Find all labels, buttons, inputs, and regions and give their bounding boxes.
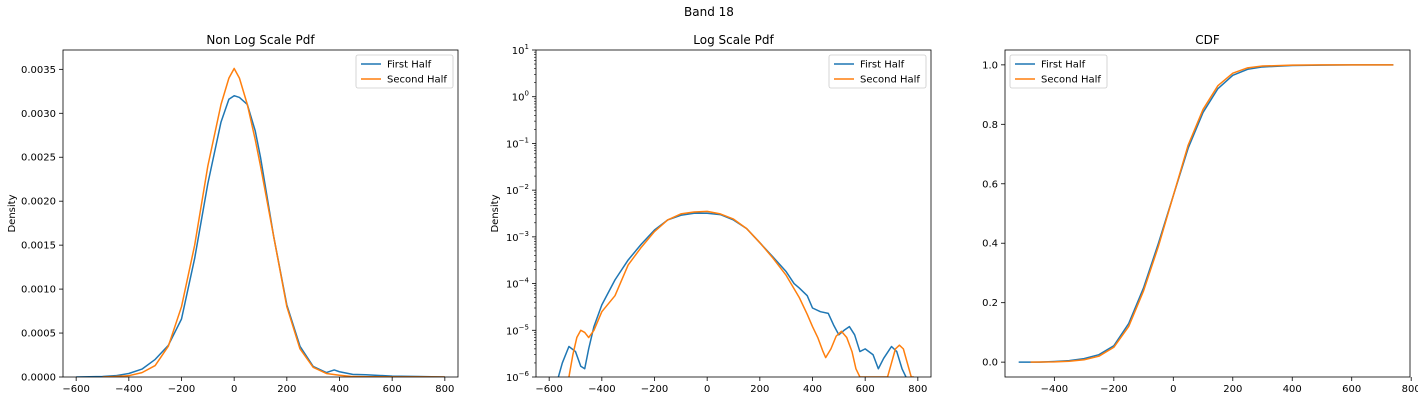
y-tick-label: 0.0 — [982, 358, 998, 369]
x-tick-label: 800 — [1402, 384, 1418, 395]
y-tick-label: 100 — [512, 90, 529, 104]
plot-frame — [535, 49, 932, 378]
x-tick-label: 800 — [435, 384, 454, 395]
figure-title: Band 18 — [684, 5, 734, 19]
y-tick-label: 10−4 — [506, 277, 530, 291]
legend-label: Second Half — [860, 75, 920, 86]
x-tick-label: 600 — [383, 384, 402, 395]
x-tick-label: 400 — [803, 384, 822, 395]
y-tick-label: 0.0035 — [21, 65, 56, 76]
x-tick-label: −200 — [641, 384, 668, 395]
x-tick-label: 600 — [856, 384, 875, 395]
x-tick-label: 200 — [277, 384, 296, 395]
y-tick-label: 0.8 — [982, 120, 998, 131]
plot-frame — [1004, 49, 1411, 378]
y-tick-label: 0.0025 — [21, 153, 56, 164]
legend-label: Second Half — [1041, 75, 1101, 86]
y-axis-label: Density — [490, 194, 501, 232]
x-tick-label: 0 — [704, 384, 710, 395]
legend-label: First Half — [387, 60, 432, 71]
y-tick-label: 1.0 — [982, 60, 998, 71]
plot-frame — [62, 49, 459, 378]
chart-1: −600 −400 −200 0 200 400 600 800 0.0000 0.0005 0.0… — [7, 33, 459, 395]
x-tick-label: −600 — [62, 384, 89, 395]
y-tick-label: 10−3 — [506, 230, 529, 244]
y-tick-label: 0.0015 — [21, 241, 56, 252]
x-tick-label: 200 — [1223, 384, 1242, 395]
chart-2: −600 −400 −200 0 200 400 600 800 10−6 10−5 10−4 10−… — [490, 33, 932, 395]
y-tick-label: 0.0030 — [21, 109, 56, 120]
y-tick-label: 101 — [512, 43, 529, 57]
y-tick-label: 0.2 — [982, 298, 998, 309]
chart-title: Log Scale Pdf — [693, 33, 774, 47]
series-line-first-half — [76, 94, 445, 377]
legend: First Half Second Half — [828, 54, 927, 89]
x-tick-label: 800 — [908, 384, 927, 395]
y-tick-label: 10−1 — [506, 136, 529, 150]
y-tick-label: 10−2 — [506, 183, 529, 197]
y-tick-label: 0.6 — [982, 179, 998, 190]
chart-title: CDF — [1195, 33, 1220, 47]
x-tick-label: 200 — [750, 384, 769, 395]
y-tick-label: 0.4 — [982, 239, 998, 250]
y-tick-label: 0.0000 — [21, 373, 56, 384]
x-tick-label: −400 — [115, 384, 142, 395]
y-tick-label: 10−5 — [506, 323, 529, 337]
x-tick-label: 400 — [1283, 384, 1302, 395]
y-tick-label: 0.0005 — [21, 329, 56, 340]
legend-label: First Half — [1041, 60, 1086, 71]
y-tick-label: 0.0010 — [21, 285, 56, 296]
y-tick-label: 0.0020 — [21, 197, 56, 208]
legend-label: First Half — [860, 60, 905, 71]
y-tick-label: 10−6 — [506, 370, 530, 384]
chart-3: −400 −200 0 200 400 600 800 0.0 0.2 0.4 0.6 0.8 1.0 C… — [982, 33, 1418, 395]
x-tick-label: 400 — [330, 384, 349, 395]
x-tick-label: 600 — [1342, 384, 1361, 395]
x-tick-label: −600 — [535, 384, 562, 395]
series-line-second-half — [1030, 64, 1394, 363]
legend-label: Second Half — [387, 75, 447, 86]
x-tick-label: −400 — [1041, 384, 1068, 395]
series-line-second-half — [102, 67, 445, 377]
x-tick-label: −400 — [588, 384, 615, 395]
legend: First Half Second Half — [355, 54, 454, 89]
y-axis-label: Density — [7, 194, 18, 232]
x-tick-label: −200 — [168, 384, 195, 395]
x-tick-label: 0 — [1170, 384, 1176, 395]
series-line-first-half — [1018, 64, 1394, 363]
series-line-first-half — [557, 212, 907, 377]
x-tick-label: 0 — [231, 384, 237, 395]
legend: First Half Second Half — [1009, 54, 1108, 89]
chart-title: Non Log Scale Pdf — [206, 33, 315, 47]
x-tick-label: −200 — [1100, 384, 1127, 395]
series-line-second-half — [568, 210, 914, 377]
